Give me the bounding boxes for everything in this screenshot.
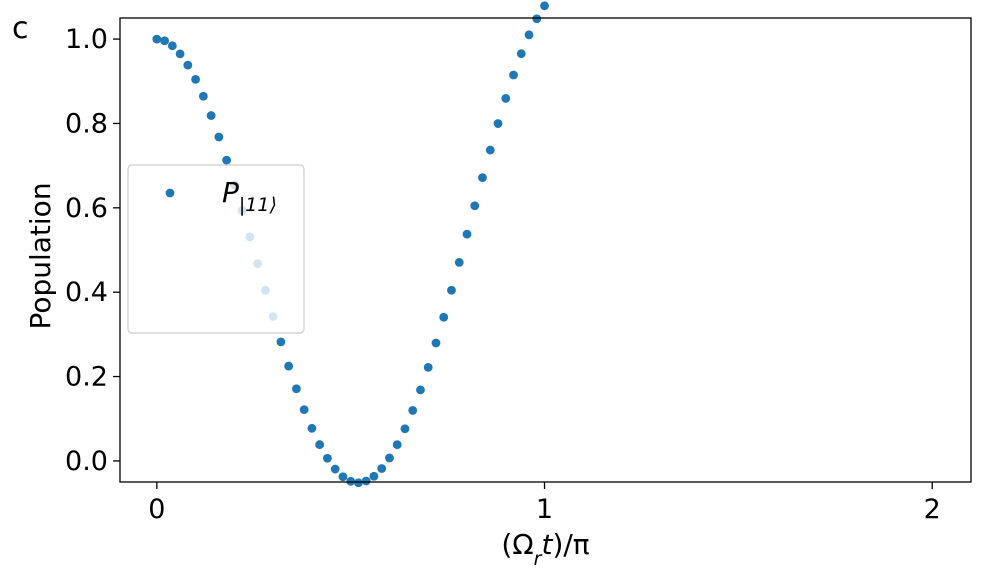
data-point [377, 464, 387, 473]
data-point [524, 30, 534, 40]
x-axis: 0 1 2 [148, 482, 941, 525]
data-point [439, 312, 449, 322]
data-point [214, 132, 224, 142]
legend-label: P|11⟩ [222, 176, 277, 216]
panel-label: c [12, 11, 29, 46]
data-point [416, 385, 425, 395]
data-point [346, 476, 356, 486]
data-point [198, 91, 208, 101]
data-point [470, 201, 480, 211]
data-point [540, 1, 549, 11]
data-point [462, 229, 472, 239]
legend-marker [165, 188, 175, 198]
data-point [152, 34, 162, 44]
legend-label-subscript: |11⟩ [239, 194, 277, 216]
data-point [206, 111, 216, 120]
y-tick-label: 1.0 [65, 24, 108, 55]
data-point [454, 258, 464, 267]
data-point [509, 70, 518, 80]
data-point [431, 338, 441, 348]
data-point [284, 361, 294, 371]
y-axis: 0.0 0.2 0.4 0.6 0.8 1.0 [65, 24, 120, 477]
data-point [361, 476, 371, 486]
x-axis-label-mid: t [541, 528, 553, 561]
data-point [423, 362, 433, 372]
x-axis-label: (Ωrt)/π [501, 528, 589, 569]
x-tick-label: 2 [924, 494, 941, 525]
data-point [369, 471, 379, 481]
data-point [160, 36, 169, 46]
y-tick-label: 0.6 [65, 193, 108, 224]
x-tick-label: 0 [148, 494, 165, 525]
x-axis-label-open: (Ω [501, 528, 533, 561]
data-point [447, 285, 456, 295]
data-point [338, 472, 348, 482]
x-tick-label: 1 [536, 494, 553, 525]
data-point [323, 453, 332, 463]
plot-frame [119, 17, 972, 483]
data-point [385, 453, 394, 463]
data-point [354, 478, 363, 488]
x-axis-label-subscript: r [534, 548, 543, 569]
legend-item-1: P|11⟩ [165, 176, 277, 216]
legend: P|11⟩ [127, 164, 305, 334]
data-point [175, 49, 185, 59]
data-point [292, 384, 301, 394]
y-axis-label: Population [24, 182, 57, 329]
y-tick-label: 0.8 [65, 108, 108, 139]
y-tick-label: 0.2 [65, 362, 108, 393]
data-point [485, 145, 495, 155]
data-point [191, 74, 201, 84]
data-point [276, 337, 286, 347]
data-point [307, 423, 317, 433]
data-point [392, 440, 402, 450]
data-point [315, 440, 325, 449]
data-point [222, 155, 232, 165]
data-point [493, 119, 503, 128]
y-tick-label: 0.0 [65, 446, 108, 477]
data-point [478, 173, 487, 183]
data-point [532, 14, 542, 24]
legend-frame [127, 164, 305, 334]
data-point [183, 60, 193, 70]
data-point [400, 424, 410, 434]
y-tick-label: 0.4 [65, 277, 108, 308]
x-axis-label-close: )/π [552, 528, 589, 561]
legend-label-main: P [222, 176, 239, 209]
data-point [501, 93, 511, 103]
data-point [408, 406, 418, 415]
data-point [330, 464, 340, 474]
data-point [516, 49, 526, 59]
data-point [299, 405, 309, 415]
data-point [167, 41, 177, 51]
